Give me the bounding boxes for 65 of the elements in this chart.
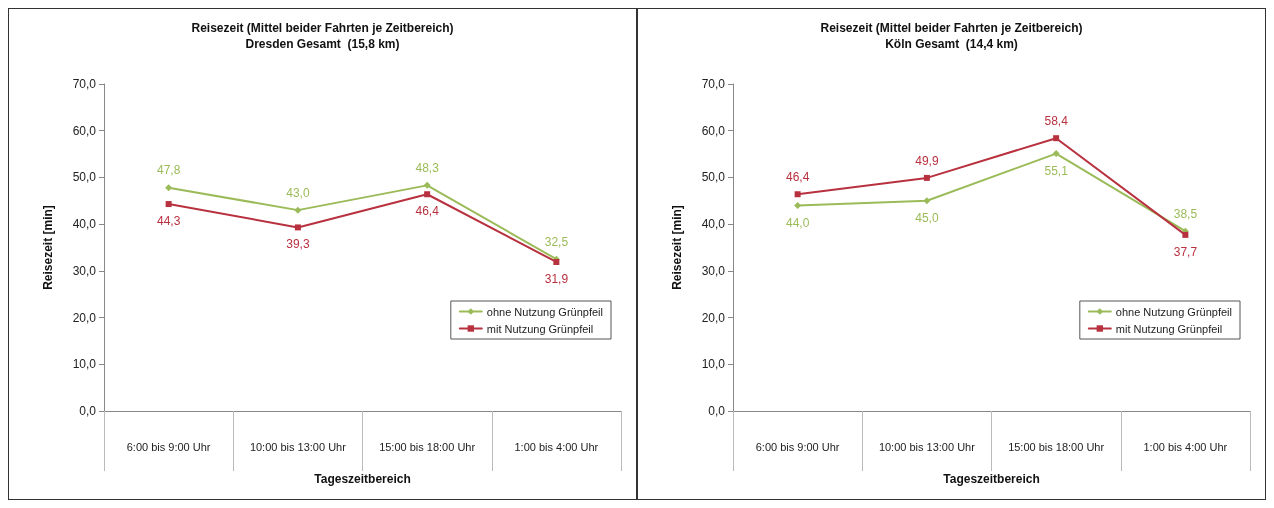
legend-label: mit Nutzung Grünpfeil xyxy=(1115,322,1223,335)
point xyxy=(423,181,431,189)
x-tick-label: 15:00 bis 18:00 Uhr xyxy=(1008,440,1105,453)
data-label: 32,5 xyxy=(544,234,569,249)
x-tick-label: 1:00 bis 4:00 Uhr xyxy=(514,440,599,453)
point xyxy=(424,191,431,198)
y-tick-label: 50,0 xyxy=(72,170,97,185)
y-tick-label: 40,0 xyxy=(701,217,726,232)
data-label: 58,4 xyxy=(1044,114,1069,129)
x-tick-label: 15:00 bis 18:00 Uhr xyxy=(379,440,476,453)
point xyxy=(165,184,173,192)
data-label: 45,0 xyxy=(915,211,939,226)
y-tick-label: 40,0 xyxy=(72,217,97,232)
legend-label: mit Nutzung Grünpfeil xyxy=(486,322,594,335)
y-tick-label: 30,0 xyxy=(701,263,726,278)
data-label: 38,5 xyxy=(1173,206,1198,221)
point xyxy=(794,191,801,198)
y-tick-label: 60,0 xyxy=(701,123,726,138)
point xyxy=(165,201,172,208)
y-tick-label: 0,0 xyxy=(79,404,97,418)
point xyxy=(923,174,930,181)
point xyxy=(294,206,302,214)
x-tick-label: 6:00 bis 9:00 Uhr xyxy=(755,440,840,453)
x-tick-label: 10:00 bis 13:00 Uhr xyxy=(249,440,347,453)
point xyxy=(294,224,301,231)
x-tick-label: 6:00 bis 9:00 Uhr xyxy=(126,440,211,453)
legend-label: ohne Nutzung Grünpfeil xyxy=(486,305,603,318)
y-tick-label: 20,0 xyxy=(72,310,97,325)
x-axis-title: Tageszeitbereich xyxy=(943,472,1040,486)
chart-title: Reisezeit (Mittel beider Fahrten je Zeitbereich) xyxy=(191,21,454,35)
y-tick-label: 20,0 xyxy=(701,310,726,325)
y-tick-label: 10,0 xyxy=(72,357,97,372)
y-axis-title: Reisezeit [min] xyxy=(670,205,684,290)
y-tick-label: 10,0 xyxy=(701,357,726,372)
y-axis-title: Reisezeit [min] xyxy=(41,205,55,290)
data-label: 46,4 xyxy=(415,204,440,219)
point xyxy=(794,201,802,209)
y-tick-label: 30,0 xyxy=(72,263,97,278)
point xyxy=(1052,150,1060,158)
point xyxy=(1182,231,1189,238)
y-tick-label: 50,0 xyxy=(701,170,726,185)
legend-label: ohne Nutzung Grünpfeil xyxy=(1115,305,1232,318)
point xyxy=(923,197,931,205)
y-tick-label: 70,0 xyxy=(701,77,726,91)
data-label: 48,3 xyxy=(415,160,440,175)
data-label: 43,0 xyxy=(286,185,310,200)
data-label: 49,9 xyxy=(915,153,939,168)
y-tick-label: 0,0 xyxy=(708,404,726,418)
data-label: 37,7 xyxy=(1173,244,1198,259)
data-label: 47,8 xyxy=(156,163,181,178)
data-label: 31,9 xyxy=(544,271,569,286)
data-label: 44,3 xyxy=(156,214,181,229)
y-tick-label: 70,0 xyxy=(72,77,97,91)
x-axis-title: Tageszeitbereich xyxy=(314,472,411,486)
data-label: 46,4 xyxy=(785,170,810,185)
y-tick-label: 60,0 xyxy=(72,123,97,138)
data-label: 44,0 xyxy=(785,215,810,230)
data-label: 55,1 xyxy=(1044,164,1069,179)
point xyxy=(1053,135,1060,142)
chart-subtitle: Dresden Gesamt (15,8 km) xyxy=(245,37,400,51)
data-label: 39,3 xyxy=(286,237,310,252)
chart-title: Reisezeit (Mittel beider Fahrten je Zeitbereich) xyxy=(820,21,1083,35)
x-tick-label: 1:00 bis 4:00 Uhr xyxy=(1143,440,1228,453)
chart-subtitle: Köln Gesamt (14,4 km) xyxy=(885,37,1018,51)
x-tick-label: 10:00 bis 13:00 Uhr xyxy=(878,440,976,453)
